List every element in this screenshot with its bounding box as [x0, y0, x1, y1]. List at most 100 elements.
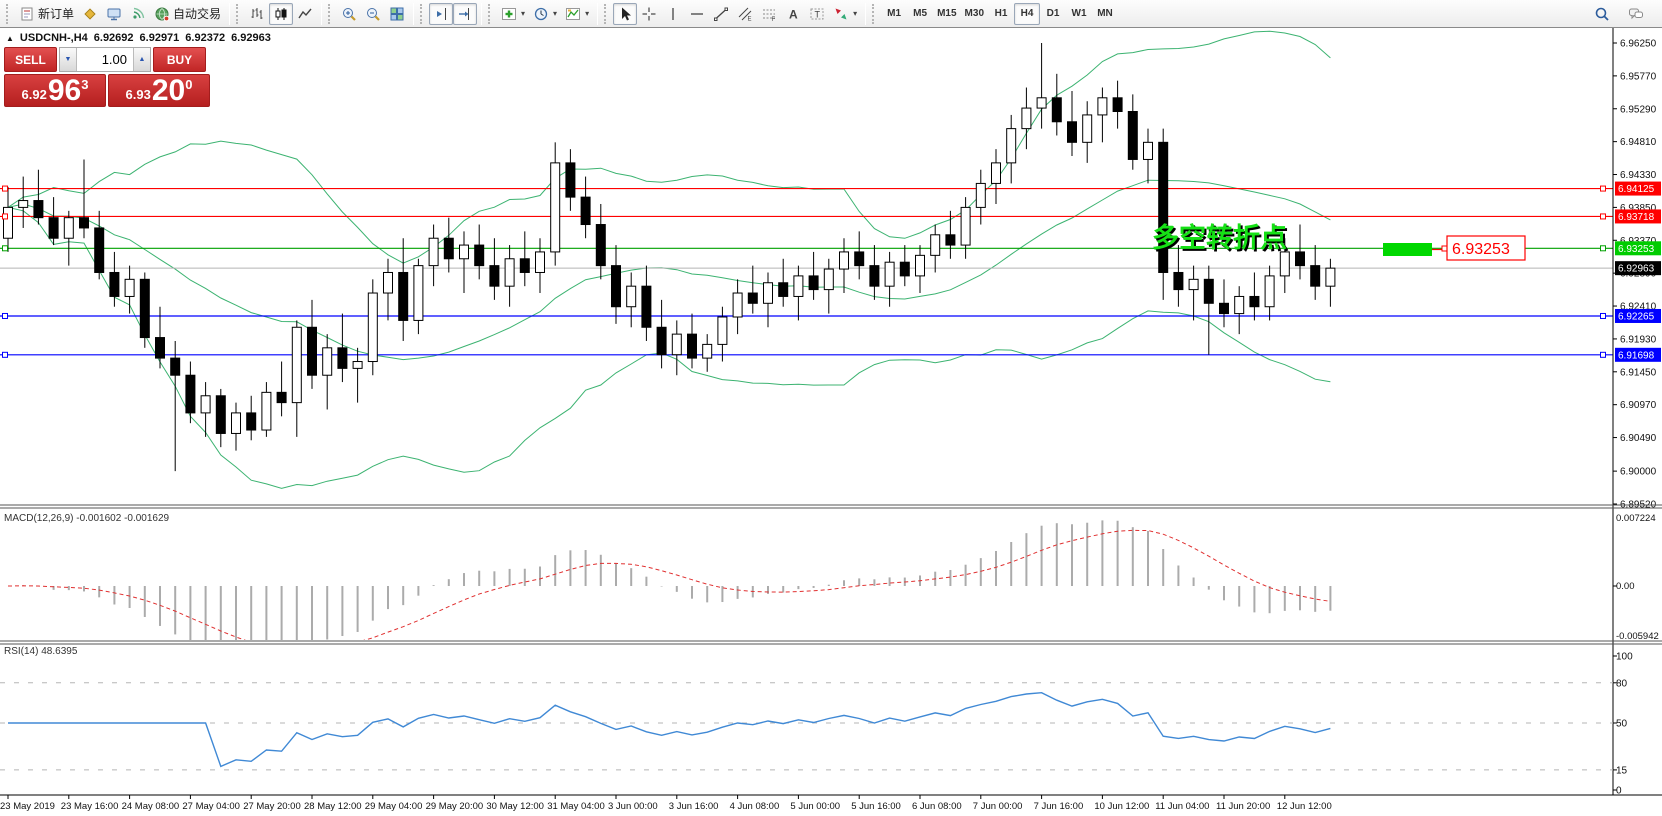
chart-shift-button[interactable]	[453, 2, 478, 25]
signals-button[interactable]	[126, 3, 150, 25]
y-tick-label: 6.95770	[1620, 71, 1657, 82]
line-handle[interactable]	[2, 213, 8, 220]
line-handle[interactable]	[1600, 185, 1606, 192]
y-tick-label: 6.93850	[1620, 203, 1657, 214]
auto-scroll-button[interactable]	[429, 2, 454, 25]
chart-plot-background[interactable]	[0, 28, 1662, 816]
price-axis[interactable]: 6.96250 6.95770 6.95290 6.94810 6.94330 6.938…	[1613, 39, 1661, 511]
price-axis-label	[1615, 347, 1661, 362]
equidistant-channel-button[interactable]: E	[733, 3, 757, 25]
horizontal-line-button[interactable]	[685, 3, 709, 25]
line-handle[interactable]	[2, 185, 8, 192]
line-handle[interactable]	[1600, 312, 1606, 319]
timeframe-m5-label: M5	[913, 8, 928, 19]
chevron-down-icon[interactable]: ▾	[585, 9, 590, 18]
x-tick-label: 31 May 04:00	[547, 801, 605, 812]
arrows-button[interactable]: ▾	[829, 3, 861, 25]
vps-button[interactable]	[102, 3, 126, 25]
annotation-text[interactable]: 多空转折点	[1152, 222, 1287, 253]
tile-windows-button[interactable]	[385, 3, 409, 25]
timeframe-m15[interactable]: M15	[933, 3, 960, 25]
y-tick-label: 6.91930	[1620, 334, 1657, 345]
buy-price-display[interactable]: 6.93 20 0	[108, 74, 210, 107]
tile-icon	[390, 7, 404, 20]
toolbar-grip	[328, 3, 333, 24]
candle-body	[489, 265, 500, 287]
candle-body	[94, 227, 105, 273]
line-chart-button[interactable]	[293, 3, 317, 25]
chevron-down-icon[interactable]: ▾	[553, 9, 558, 18]
timeframe-h1-label: H1	[994, 8, 1008, 19]
x-tick-label: 7 Jun 00:00	[973, 801, 1023, 812]
line-handle[interactable]	[1600, 245, 1606, 252]
new-order-button[interactable]: 新订单	[15, 3, 78, 25]
line-handle[interactable]	[2, 351, 8, 358]
timeframe-m5[interactable]: M5	[907, 3, 933, 25]
timeframe-h1[interactable]: H1	[988, 3, 1014, 25]
annotation-shadow: 多空转折点	[1154, 224, 1289, 255]
fibonacci-button[interactable]: F	[757, 3, 781, 25]
callout-price-text: 6.93253	[1452, 241, 1510, 258]
search-button[interactable]	[1590, 3, 1614, 25]
timeframe-h4[interactable]: H4	[1014, 2, 1040, 25]
timeframe-m30[interactable]: M30	[961, 3, 988, 25]
trendline-button[interactable]	[709, 3, 733, 25]
timeframe-mn[interactable]: MN	[1092, 3, 1118, 25]
toolbar-separator	[413, 2, 415, 25]
timeframe-d1[interactable]: D1	[1040, 3, 1066, 25]
line-handle[interactable]	[2, 312, 8, 319]
bollinger-lower-band	[7, 206, 1331, 489]
y-tick-label: 6.95290	[1620, 104, 1657, 115]
line-handle[interactable]	[1600, 213, 1606, 220]
buy-button[interactable]: BUY	[153, 47, 206, 72]
periods-button[interactable]: ▾	[529, 3, 561, 25]
time-axis[interactable]: 23 May 2019 23 May 16:00 24 May 08:00 27 Ma…	[0, 795, 1332, 812]
chart-window: 多空转折点 多空转折点 6.93253 6.96250 6.95770 6.95290 6.…	[0, 28, 1662, 816]
volume-increase-button[interactable]: ▲	[133, 48, 150, 71]
ohlc-close: 6.92963	[231, 32, 271, 44]
bar-chart-button[interactable]	[245, 3, 269, 25]
market-button[interactable]	[78, 3, 102, 25]
x-tick-label: 28 May 12:00	[304, 801, 362, 812]
line-icon	[298, 8, 312, 18]
volume-decrease-button[interactable]: ▼	[60, 48, 77, 71]
zoom-out-button[interactable]	[361, 3, 385, 25]
candle-body	[854, 251, 865, 267]
templates-button[interactable]: ▾	[561, 3, 593, 25]
shift-icon	[459, 7, 470, 20]
chat-button[interactable]	[1624, 3, 1648, 25]
timeframe-w1[interactable]: W1	[1066, 3, 1092, 25]
autotrading-button[interactable]: 自动交易	[150, 3, 225, 25]
zoom-in-button[interactable]	[337, 3, 361, 25]
sell-button[interactable]: SELL	[4, 47, 57, 72]
candle-body	[18, 200, 29, 208]
chevron-down-icon[interactable]: ▾	[521, 9, 526, 18]
candle-body	[611, 265, 621, 308]
vertical-line-button[interactable]	[661, 3, 685, 25]
rsi-axis-label: 100	[1616, 652, 1633, 663]
chevron-down-icon[interactable]: ▾	[853, 9, 858, 18]
line-handle[interactable]	[2, 245, 8, 252]
timeframe-m1[interactable]: M1	[881, 3, 907, 25]
candle-body	[1188, 278, 1199, 291]
candle-body	[869, 265, 880, 287]
candle-body	[1279, 251, 1290, 277]
market-icon	[84, 7, 96, 20]
cursor-button[interactable]	[613, 2, 638, 25]
annotation-green-marker[interactable]	[1383, 243, 1432, 256]
macd-axis-min: -0.005942	[1616, 631, 1659, 642]
callout-box[interactable]	[1446, 235, 1526, 261]
crosshair-button[interactable]	[637, 3, 661, 25]
volume-input[interactable]	[77, 48, 133, 71]
callout-handle[interactable]	[1441, 245, 1448, 252]
one-click-collapse-icon[interactable]: ▲	[6, 33, 14, 43]
text-label-button[interactable]: T	[805, 3, 829, 25]
fibo-icon: F	[763, 9, 776, 22]
indicators-button[interactable]: ▾	[497, 3, 529, 25]
candle-body	[747, 292, 758, 304]
line-handle[interactable]	[1600, 351, 1606, 358]
text-button[interactable]: A	[781, 3, 805, 25]
candlestick-button[interactable]	[269, 2, 294, 25]
sell-price-display[interactable]: 6.92 96 3	[4, 74, 106, 107]
